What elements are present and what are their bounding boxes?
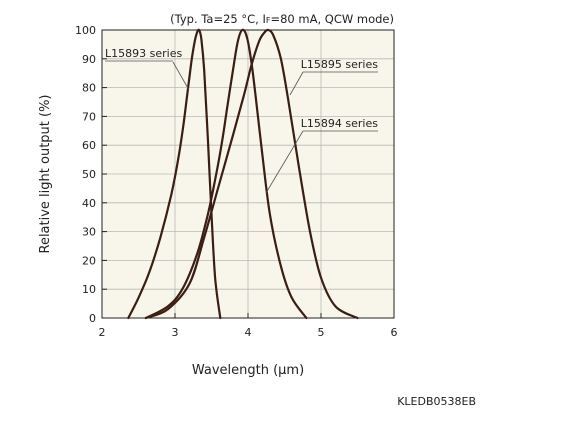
series-label-l15894: L15894 series: [301, 117, 378, 130]
x-tick-label: 3: [172, 326, 179, 339]
series-line-l15894: [144, 28, 308, 320]
figure-code: KLEDB0538EB: [397, 395, 476, 408]
y-tick-label: 70: [82, 110, 96, 123]
leader-line-l15894: [265, 130, 304, 194]
y-axis-label: Relative light output (%): [38, 94, 53, 253]
x-tick-label: 2: [99, 326, 106, 339]
series-line-l15895: [144, 28, 359, 320]
x-tick-label: 5: [318, 326, 325, 339]
series-curves: [127, 28, 359, 320]
x-tick-label: 4: [245, 326, 252, 339]
y-tick-label: 100: [75, 24, 96, 37]
series-label-l15893: L15893 series: [105, 47, 182, 60]
series-line-l15893: [127, 28, 222, 320]
y-tick-label: 0: [89, 312, 96, 325]
x-tick-label: 6: [391, 326, 398, 339]
y-tick-label: 40: [82, 197, 96, 210]
y-tick-label: 10: [82, 283, 96, 296]
series-labels: L15893 series L15894 series L15895 series: [105, 47, 378, 132]
y-tick-label: 80: [82, 82, 96, 95]
conditions-text: (Typ. Ta=25 °C, IF=80 mA, QCW mode): [170, 12, 394, 26]
leader-line-l15893: [172, 61, 190, 91]
y-tick-label: 30: [82, 226, 96, 239]
y-tick-label: 50: [82, 168, 96, 181]
label-leaders: [172, 61, 304, 194]
y-tick-label: 90: [82, 53, 96, 66]
y-tick-label: 60: [82, 139, 96, 152]
series-label-l15895: L15895 series: [301, 58, 378, 71]
x-axis-label: Wavelength (μm): [192, 363, 304, 378]
y-tick-label: 20: [82, 254, 96, 267]
gridlines: [102, 30, 394, 318]
leader-line-l15895: [289, 71, 304, 96]
